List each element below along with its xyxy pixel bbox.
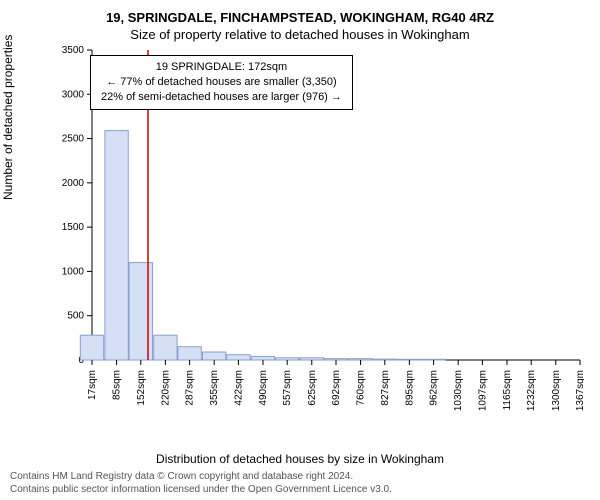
footer-attribution: Contains HM Land Registry data © Crown c…: [10, 471, 392, 496]
chart-container: 19, SPRINGDALE, FINCHAMPSTEAD, WOKINGHAM…: [0, 0, 600, 500]
bar: [373, 359, 396, 360]
bar: [349, 359, 372, 360]
bar: [178, 347, 201, 360]
svg-text:500: 500: [67, 311, 84, 322]
svg-text:490sqm: 490sqm: [258, 370, 269, 406]
bar: [276, 358, 299, 360]
svg-text:287sqm: 287sqm: [185, 370, 196, 406]
bar: [203, 352, 226, 360]
svg-text:962sqm: 962sqm: [429, 370, 440, 406]
footer-line1: Contains HM Land Registry data © Crown c…: [10, 471, 392, 484]
bar: [129, 263, 152, 360]
bar: [105, 131, 128, 360]
svg-text:220sqm: 220sqm: [160, 370, 171, 406]
bar: [422, 359, 445, 360]
chart-title-address: 19, SPRINGDALE, FINCHAMPSTEAD, WOKINGHAM…: [0, 10, 600, 25]
bar: [398, 359, 421, 360]
svg-text:1000: 1000: [62, 266, 84, 277]
svg-text:1232sqm: 1232sqm: [526, 370, 537, 411]
svg-text:355sqm: 355sqm: [209, 370, 220, 406]
bar: [227, 355, 250, 360]
bar: [154, 335, 177, 360]
info-line-larger: 22% of semi-detached houses are larger (…: [101, 90, 342, 105]
svg-text:85sqm: 85sqm: [112, 370, 123, 400]
bar: [324, 359, 347, 360]
info-callout-box: 19 SPRINGDALE: 172sqm ← 77% of detached …: [90, 55, 353, 110]
info-line-property: 19 SPRINGDALE: 172sqm: [101, 60, 342, 75]
svg-text:625sqm: 625sqm: [307, 370, 318, 406]
bar: [80, 335, 103, 360]
svg-text:2000: 2000: [62, 178, 84, 189]
svg-text:1030sqm: 1030sqm: [453, 370, 464, 411]
y-axis-label: Number of detached properties: [1, 35, 15, 200]
info-line-smaller: ← 77% of detached houses are smaller (3,…: [101, 75, 342, 90]
footer-line2: Contains public sector information licen…: [10, 484, 392, 497]
svg-text:1097sqm: 1097sqm: [477, 370, 488, 411]
svg-text:827sqm: 827sqm: [380, 370, 391, 406]
x-axis-label: Distribution of detached houses by size …: [0, 452, 600, 466]
bar: [300, 358, 323, 360]
titles-block: 19, SPRINGDALE, FINCHAMPSTEAD, WOKINGHAM…: [0, 0, 600, 42]
svg-text:3000: 3000: [62, 89, 84, 100]
svg-text:17sqm: 17sqm: [87, 370, 98, 400]
bar: [251, 356, 274, 360]
svg-text:422sqm: 422sqm: [233, 370, 244, 406]
svg-text:1500: 1500: [62, 222, 84, 233]
chart-title-desc: Size of property relative to detached ho…: [0, 27, 600, 42]
svg-text:1165sqm: 1165sqm: [502, 370, 513, 410]
svg-text:895sqm: 895sqm: [404, 370, 415, 406]
svg-text:3500: 3500: [62, 46, 84, 56]
svg-text:2500: 2500: [62, 134, 84, 145]
svg-text:1367sqm: 1367sqm: [575, 370, 584, 411]
svg-text:760sqm: 760sqm: [356, 370, 367, 406]
svg-text:557sqm: 557sqm: [282, 370, 293, 406]
svg-text:1300sqm: 1300sqm: [551, 370, 562, 411]
svg-text:152sqm: 152sqm: [136, 370, 147, 406]
svg-text:692sqm: 692sqm: [331, 370, 342, 406]
